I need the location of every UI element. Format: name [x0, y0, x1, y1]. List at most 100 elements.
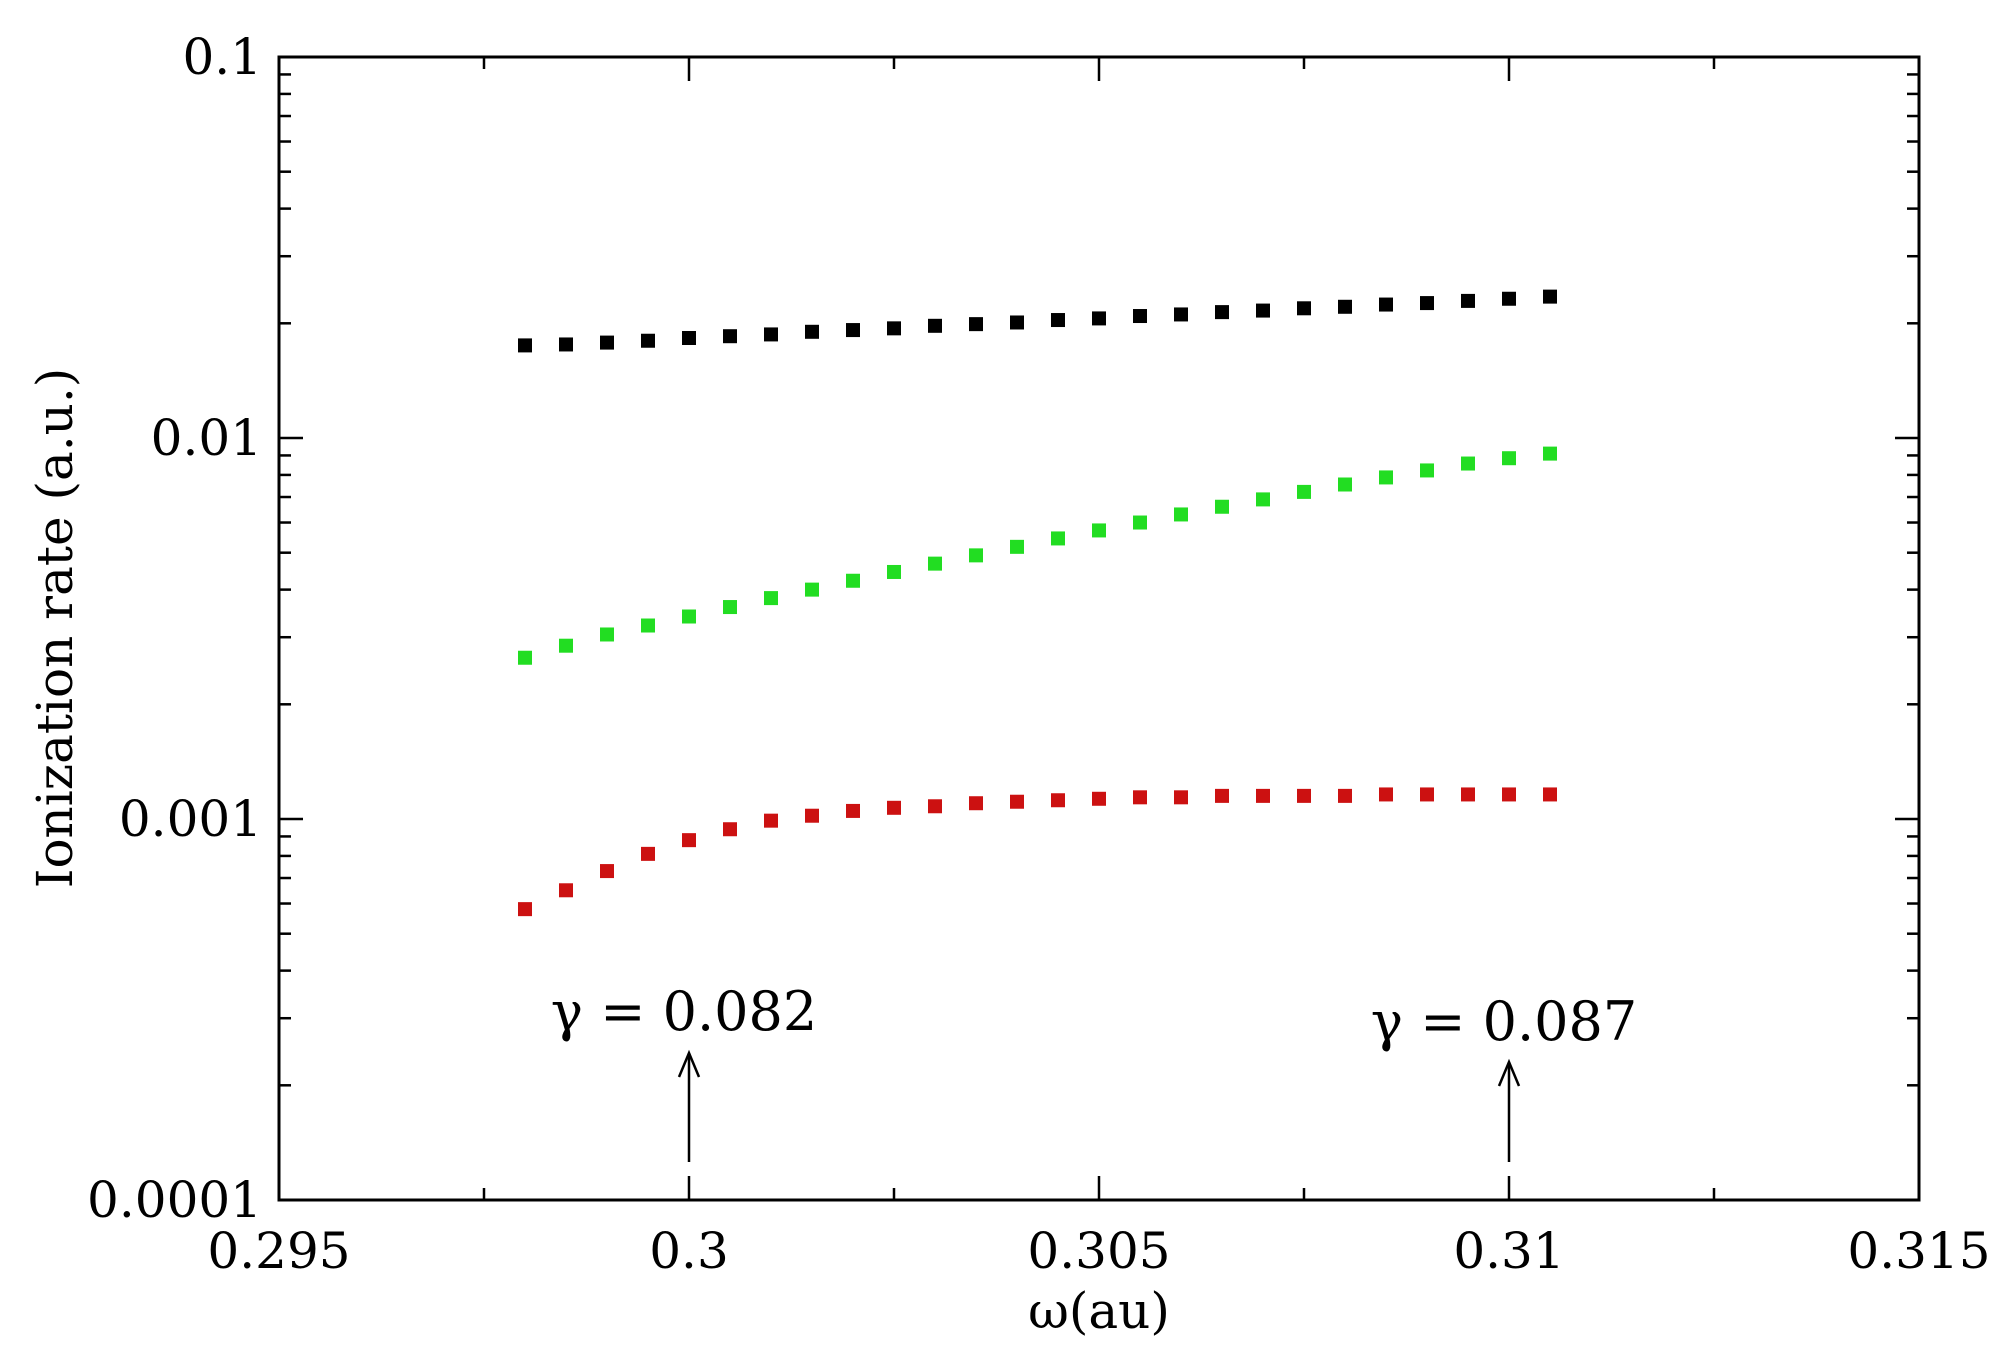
- data-point: [682, 331, 696, 346]
- data-point: [1215, 499, 1229, 514]
- data-point: [641, 846, 655, 861]
- data-point: [887, 564, 901, 579]
- data-point: [1379, 297, 1393, 312]
- data-point: [1174, 507, 1188, 522]
- data-point: [846, 573, 860, 588]
- data-point: [1215, 305, 1229, 320]
- x-tick-label: 0.31: [1453, 1222, 1564, 1280]
- data-point: [1051, 531, 1065, 546]
- x-tick-label: 0.305: [1027, 1222, 1170, 1280]
- y-tick-labels: 0.0001 0.001 0.01 0.1: [87, 28, 262, 1229]
- annotations: γ = 0.082 γ = 0.087: [551, 980, 1637, 1162]
- data-point: [1092, 311, 1106, 326]
- data-point: [1174, 307, 1188, 322]
- data-point: [1543, 289, 1557, 304]
- data-point: [1051, 313, 1065, 328]
- y-axis-title: Ionization rate (a.u.): [26, 368, 84, 889]
- y-tick-label: 0.001: [119, 790, 262, 848]
- data-point: [1379, 470, 1393, 485]
- data-point: [1092, 791, 1106, 806]
- data-points: [518, 289, 1557, 917]
- data-point: [1420, 463, 1434, 478]
- data-point: [518, 902, 532, 917]
- data-point: [600, 864, 614, 879]
- data-point: [1461, 293, 1475, 308]
- data-point: [559, 883, 573, 898]
- data-point: [1461, 456, 1475, 471]
- data-point: [805, 324, 819, 339]
- data-point: [1297, 788, 1311, 803]
- data-point: [1338, 788, 1352, 803]
- data-point: [1010, 539, 1024, 554]
- data-point: [1297, 301, 1311, 316]
- data-point: [518, 650, 532, 665]
- data-point: [1420, 787, 1434, 802]
- data-point: [928, 556, 942, 571]
- data-point: [559, 337, 573, 352]
- data-point: [1256, 492, 1270, 507]
- data-point: [846, 803, 860, 818]
- data-point: [1502, 787, 1516, 802]
- data-point: [518, 338, 532, 353]
- x-tick-label: 0.3: [649, 1222, 729, 1280]
- data-point: [723, 822, 737, 837]
- data-point: [764, 813, 778, 828]
- data-point: [887, 800, 901, 815]
- data-point: [805, 808, 819, 823]
- data-point: [1297, 484, 1311, 499]
- data-point: [641, 333, 655, 348]
- data-point: [1174, 790, 1188, 805]
- data-point: [1133, 309, 1147, 324]
- data-point: [723, 329, 737, 344]
- data-point: [1010, 794, 1024, 809]
- gamma-annotation-label: γ = 0.087: [1371, 990, 1637, 1053]
- y-tick-label: 0.0001: [87, 1171, 262, 1229]
- x-tick-label: 0.295: [207, 1222, 350, 1280]
- plot-frame: [277, 55, 1921, 1202]
- data-point: [846, 323, 860, 338]
- data-point: [1338, 477, 1352, 492]
- data-point: [1461, 787, 1475, 802]
- data-point: [928, 318, 942, 333]
- data-point: [559, 638, 573, 653]
- data-point: [764, 327, 778, 342]
- data-point: [1543, 787, 1557, 802]
- data-point: [1133, 790, 1147, 805]
- data-point: [600, 627, 614, 642]
- data-point: [1420, 296, 1434, 311]
- data-point: [600, 335, 614, 350]
- data-point: [682, 833, 696, 848]
- gamma-annotation-label: γ = 0.082: [551, 980, 817, 1043]
- data-point: [1256, 788, 1270, 803]
- y-tick-label: 0.01: [151, 409, 262, 467]
- data-point: [1379, 787, 1393, 802]
- axis-ticks: [277, 55, 1921, 1202]
- annotation-arrowhead: [1497, 1058, 1521, 1087]
- data-point: [1133, 515, 1147, 530]
- data-point: [969, 548, 983, 563]
- data-point: [805, 582, 819, 597]
- data-point: [1092, 523, 1106, 538]
- data-point: [1543, 446, 1557, 461]
- data-point: [1256, 303, 1270, 318]
- data-point: [682, 609, 696, 624]
- x-tick-label: 0.315: [1847, 1222, 1990, 1280]
- data-point: [969, 796, 983, 811]
- y-tick-label: 0.1: [182, 28, 262, 86]
- data-point: [723, 600, 737, 615]
- data-point: [764, 591, 778, 606]
- x-tick-labels: 0.295 0.3 0.305 0.31 0.315: [207, 1222, 1990, 1280]
- annotation-arrowhead: [677, 1049, 701, 1078]
- data-point: [1051, 793, 1065, 808]
- data-point: [641, 618, 655, 633]
- data-point: [1502, 291, 1516, 306]
- data-point: [1010, 315, 1024, 330]
- data-point: [887, 321, 901, 336]
- data-point: [1502, 451, 1516, 466]
- data-point: [928, 799, 942, 814]
- data-point: [1338, 299, 1352, 314]
- x-axis-title: ω(au): [1028, 1282, 1170, 1340]
- data-point: [969, 317, 983, 332]
- data-point: [1215, 788, 1229, 803]
